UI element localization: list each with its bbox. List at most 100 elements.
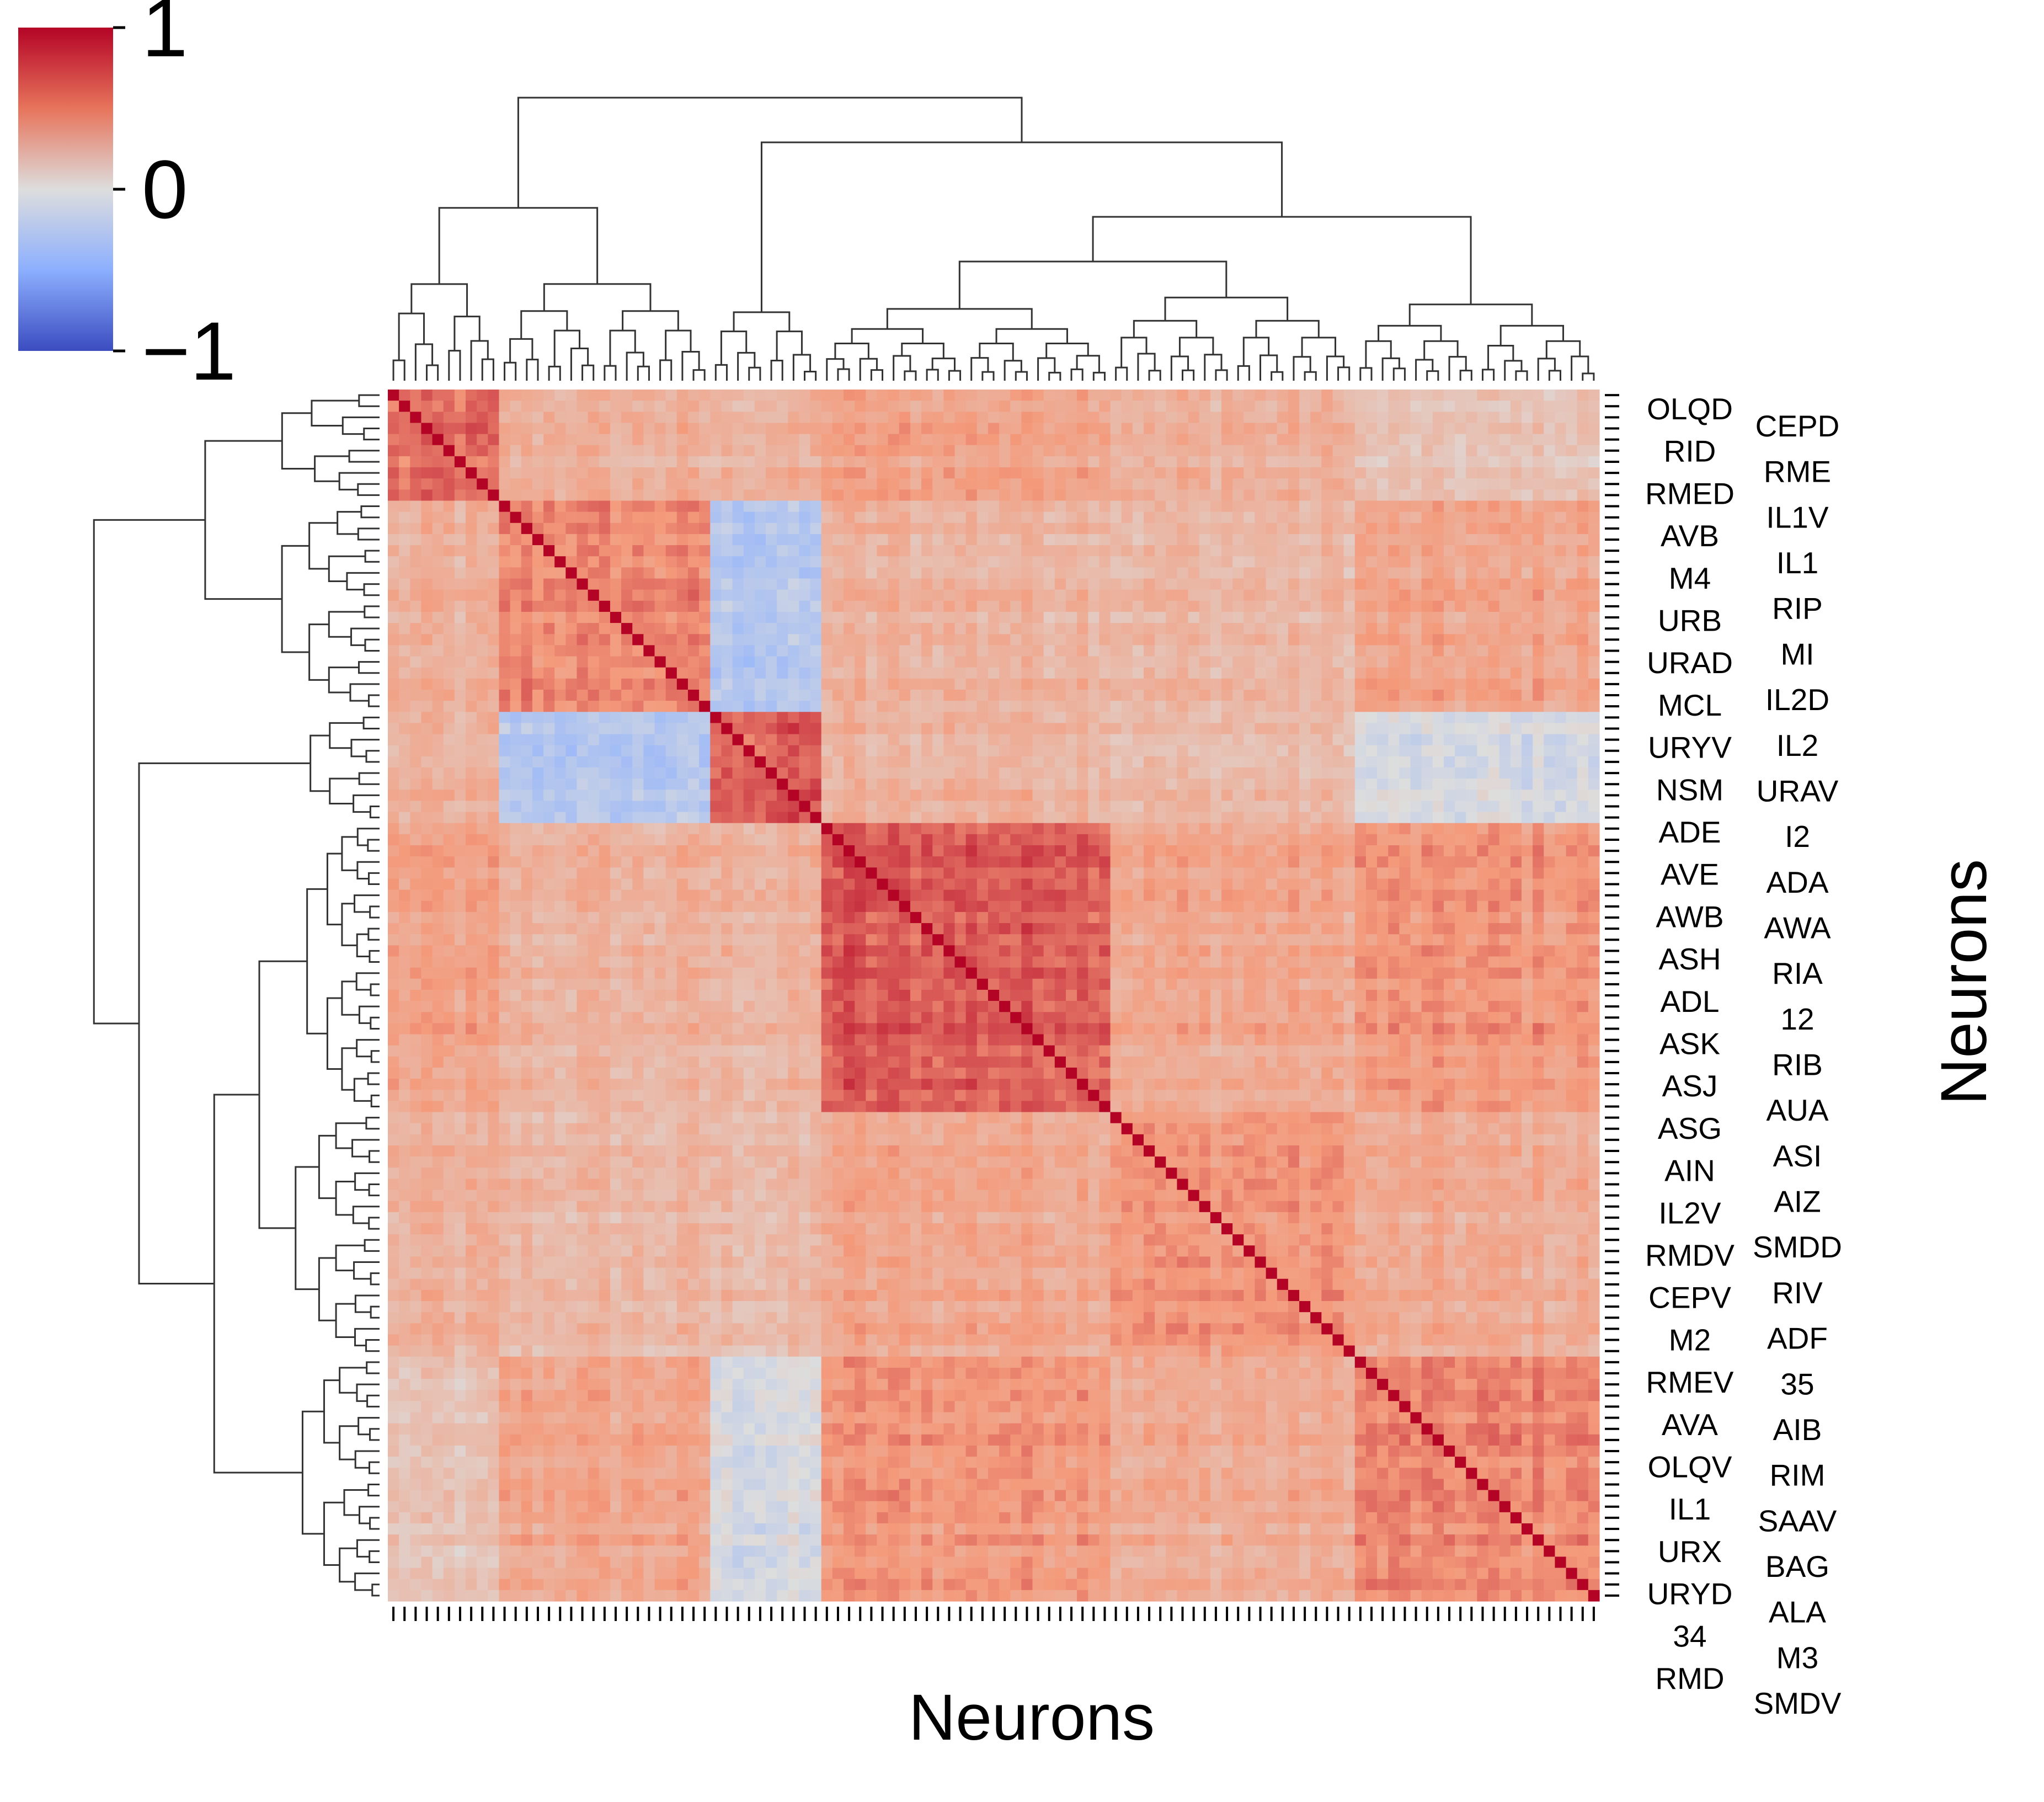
heatmap-cell	[1377, 545, 1389, 557]
heatmap-cell	[399, 701, 410, 712]
heatmap-cell	[1588, 401, 1600, 412]
heatmap-cell	[710, 867, 722, 879]
dendrogram-link	[355, 1173, 380, 1190]
heatmap-cell	[966, 856, 978, 868]
heatmap-cell	[1166, 767, 1177, 779]
heatmap-cell	[521, 534, 533, 546]
heatmap-cell	[1299, 756, 1311, 768]
heatmap-cell	[932, 412, 944, 423]
heatmap-cell	[999, 856, 1011, 868]
heatmap-cell	[799, 645, 810, 657]
heatmap-cell	[888, 701, 900, 712]
heatmap-cell	[488, 767, 499, 779]
heatmap-cell	[1466, 767, 1477, 779]
heatmap-cell	[1422, 745, 1433, 757]
heatmap-cell	[1277, 690, 1289, 701]
heatmap-cell	[954, 445, 966, 457]
heatmap-cell	[1066, 390, 1077, 401]
heatmap-cell	[521, 801, 533, 812]
heatmap-cell	[1588, 467, 1600, 479]
heatmap-cell	[1544, 834, 1555, 846]
heatmap-cell	[1199, 701, 1211, 712]
dendrogram-link	[610, 330, 635, 366]
heatmap-cell	[499, 579, 510, 590]
heatmap-cell	[1466, 445, 1477, 457]
heatmap-cell	[554, 767, 566, 779]
heatmap-cell	[1399, 856, 1411, 868]
heatmap-cell	[1188, 657, 1200, 668]
heatmap-cell	[599, 401, 611, 412]
heatmap-cell	[988, 434, 1000, 446]
heatmap-cell	[1577, 834, 1589, 846]
heatmap-cell	[554, 601, 566, 612]
heatmap-cell	[543, 412, 555, 423]
heatmap-cell	[1021, 701, 1033, 712]
heatmap-cell	[1199, 867, 1211, 879]
heatmap-cell	[1388, 434, 1400, 446]
heatmap-cell	[1177, 834, 1188, 846]
heatmap-cell	[943, 823, 955, 835]
heatmap-cell	[1377, 668, 1389, 679]
heatmap-cell	[910, 601, 922, 612]
heatmap-cell	[954, 556, 966, 568]
heatmap-cell	[499, 445, 510, 457]
heatmap-cell	[866, 734, 877, 746]
heatmap-cell	[1388, 745, 1400, 757]
heatmap-cell	[1499, 645, 1511, 657]
heatmap-cell	[1444, 701, 1455, 712]
heatmap-cell	[621, 657, 633, 668]
heatmap-cell	[755, 712, 766, 723]
heatmap-cell	[1133, 701, 1144, 712]
heatmap-cell	[455, 701, 466, 712]
heatmap-cell	[1288, 767, 1300, 779]
heatmap-cell	[1021, 845, 1033, 857]
heatmap-cell	[1088, 500, 1100, 512]
heatmap-cell	[766, 801, 777, 812]
heatmap-cell	[1199, 723, 1211, 734]
heatmap-cell	[988, 579, 1000, 590]
heatmap-cell	[1477, 579, 1488, 590]
heatmap-cell	[610, 756, 622, 768]
heatmap-cell	[1499, 456, 1511, 468]
heatmap-cell	[744, 456, 755, 468]
heatmap-cell	[821, 701, 833, 712]
heatmap-cell	[954, 856, 966, 868]
heatmap-cell	[710, 445, 722, 457]
heatmap-cell	[1488, 567, 1500, 579]
heatmap-cell	[1288, 823, 1300, 835]
heatmap-cell	[954, 657, 966, 668]
heatmap-cell	[1188, 556, 1200, 568]
heatmap-cell	[1122, 579, 1133, 590]
heatmap-cell	[1310, 401, 1322, 412]
heatmap-cell	[866, 590, 877, 601]
heatmap-cell	[1288, 712, 1300, 723]
heatmap-cell	[1077, 779, 1088, 790]
heatmap-cell	[1122, 834, 1133, 846]
heatmap-cell	[543, 634, 555, 646]
heatmap-cell	[499, 523, 510, 535]
heatmap-cell	[1544, 445, 1555, 457]
heatmap-cell	[532, 590, 544, 601]
heatmap-cell	[588, 467, 600, 479]
heatmap-cell	[1321, 623, 1333, 635]
heatmap-cell	[388, 734, 399, 746]
heatmap-cell	[421, 434, 433, 446]
heatmap-cell	[1033, 745, 1044, 757]
heatmap-cell	[1010, 657, 1022, 668]
heatmap-cell	[1099, 467, 1111, 479]
heatmap-cell	[1310, 434, 1322, 446]
heatmap-cell	[888, 456, 900, 468]
heatmap-cell	[1244, 845, 1255, 857]
heatmap-cell	[1355, 456, 1367, 468]
heatmap-cell	[1399, 534, 1411, 546]
heatmap-cell	[599, 712, 611, 723]
heatmap-cell	[988, 712, 1000, 723]
heatmap-cell	[1388, 668, 1400, 679]
heatmap-cell	[888, 423, 900, 434]
heatmap-cell	[1488, 823, 1500, 835]
heatmap-cell	[1077, 634, 1088, 646]
heatmap-cell	[1566, 445, 1578, 457]
heatmap-cell	[954, 690, 966, 701]
heatmap-cell	[1522, 856, 1533, 868]
heatmap-cell	[888, 723, 900, 734]
